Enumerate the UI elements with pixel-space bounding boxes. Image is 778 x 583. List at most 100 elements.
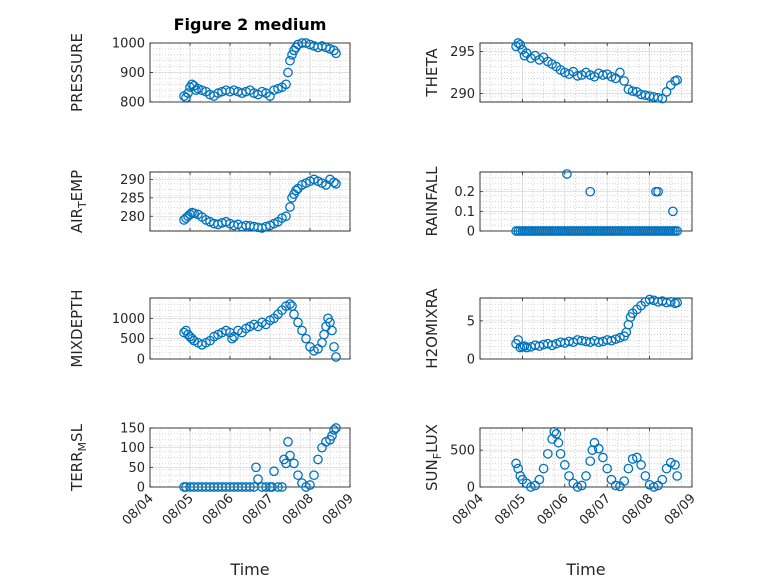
data-point (511, 458, 521, 469)
y-tick-label: 0 (137, 481, 145, 496)
x-tick-label: 08/09 (320, 491, 357, 528)
x-tick-label: 08/06 (535, 491, 572, 528)
data-point (636, 460, 646, 470)
data-point (564, 471, 574, 481)
y-tick-label: 290 (450, 87, 475, 102)
x-tick-label: 08/05 (492, 491, 529, 528)
data-point (627, 454, 638, 464)
data-point (297, 325, 307, 336)
data-point (191, 85, 201, 96)
data-point (661, 87, 672, 97)
data-point (657, 474, 668, 485)
data-point (269, 466, 279, 477)
data-point (261, 482, 271, 492)
y-tick-label: 0 (467, 353, 475, 368)
data-point (606, 335, 617, 346)
data-point (653, 92, 663, 103)
axes-frame (479, 42, 693, 103)
figure-title: Figure 2 medium (174, 15, 327, 34)
data-point (285, 450, 295, 461)
data-point (285, 299, 295, 309)
data-point (665, 296, 676, 307)
y-axis-label: TERRMSL (68, 423, 89, 492)
data-point (327, 325, 337, 336)
data-point (572, 71, 583, 81)
y-tick-label: 1000 (112, 37, 145, 52)
data-point (251, 462, 261, 473)
data-point (585, 186, 596, 197)
data-point (672, 297, 683, 308)
data-point (602, 463, 613, 474)
y-tick-label: 800 (120, 96, 145, 111)
data-point (515, 39, 526, 50)
subplot-pressure: 800 900 1000 PRESSURE (68, 33, 351, 112)
data-point (291, 185, 301, 196)
data-point (253, 474, 263, 484)
data-point (615, 67, 625, 78)
x-tick-label: 08/07 (240, 491, 277, 528)
data-point (285, 202, 295, 212)
data-point (281, 211, 291, 222)
data-point (581, 471, 591, 481)
x-axis-label: Time (565, 560, 605, 579)
data-point (534, 341, 545, 351)
data-point (331, 423, 341, 433)
data-point (301, 333, 311, 344)
data-point (648, 482, 659, 492)
data-point (549, 426, 560, 437)
data-point (331, 352, 341, 362)
subplot-air-temp: 280 285 290 AIRTEMP (68, 170, 351, 233)
data-point (521, 342, 532, 353)
x-tick-label: 08/05 (160, 491, 197, 528)
data-point (245, 482, 255, 492)
data-point (513, 38, 524, 48)
x-tick-label: 08/08 (619, 491, 656, 528)
y-axis-label: PRESSURE (68, 33, 86, 112)
y-tick-label: 150 (120, 422, 145, 437)
subplot-theta: 290 295 THETA (423, 38, 693, 104)
y-axis-label: THETA (423, 48, 441, 98)
data-point (329, 341, 339, 352)
y-tick-label: 900 (120, 66, 145, 81)
data-point (551, 429, 562, 439)
subplot-sun-flux: 0 500 SUNFLUX 08/04 08/05 08/06 08/07 08/08 08/0… (423, 424, 699, 579)
data-point (606, 71, 617, 82)
data-point (640, 471, 651, 481)
subplot-h2omixra: 0 5 H2OMIXRA (423, 288, 693, 369)
data-point (559, 460, 570, 470)
data-point (627, 86, 638, 96)
data-point (619, 76, 630, 86)
data-point (189, 208, 199, 219)
data-point (331, 48, 341, 59)
data-point (331, 178, 341, 189)
data-point (585, 456, 596, 467)
data-point (519, 341, 530, 351)
y-tick-label: 500 (120, 332, 145, 347)
x-tick-label: 08/09 (662, 491, 699, 528)
data-point (305, 480, 315, 490)
data-point (181, 92, 191, 103)
data-point (327, 431, 337, 441)
data-point (553, 437, 564, 448)
y-tick-label: 500 (450, 444, 475, 459)
data-point (227, 333, 237, 344)
data-point (273, 482, 283, 492)
data-point (672, 75, 683, 85)
data-point (672, 226, 683, 236)
y-tick-label: 0 (467, 481, 475, 496)
y-tick-label: 5 (467, 314, 475, 329)
data-point (572, 482, 583, 492)
data-point (329, 45, 339, 56)
data-point (610, 334, 621, 345)
x-tick-label: 08/06 (200, 491, 237, 528)
data-point (670, 460, 680, 470)
y-tick-label: 100 (120, 441, 145, 456)
data-point (267, 482, 277, 492)
data-point (287, 49, 297, 60)
y-tick-label: 1000 (112, 312, 145, 327)
data-point (293, 470, 303, 481)
data-point (519, 50, 530, 61)
data-point (313, 454, 323, 465)
data-point (293, 317, 303, 328)
